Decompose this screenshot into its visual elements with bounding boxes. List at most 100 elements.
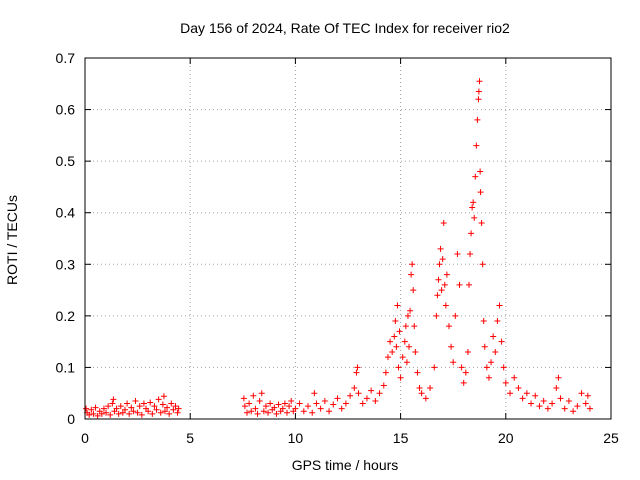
data-point: [241, 403, 248, 410]
data-point: [452, 312, 459, 319]
data-point: [174, 409, 181, 416]
data-point: [83, 405, 90, 412]
data-point: [574, 403, 581, 410]
data-point: [159, 401, 166, 408]
data-point: [445, 323, 452, 330]
data-point: [408, 271, 415, 278]
data-point: [475, 88, 482, 95]
data-point: [260, 408, 267, 415]
data-point: [582, 400, 589, 407]
data-point: [454, 250, 461, 257]
data-point: [90, 410, 97, 417]
data-point: [100, 405, 107, 412]
data-point: [435, 276, 442, 283]
data-point: [353, 369, 360, 376]
data-point: [401, 338, 408, 345]
y-axis-title: ROTI / TECUs: [4, 195, 20, 285]
y-tick-label: 0.4: [56, 205, 76, 221]
data-point: [465, 281, 472, 288]
data-point: [126, 410, 133, 417]
data-point: [433, 312, 440, 319]
data-point: [523, 390, 530, 397]
data-point: [149, 410, 156, 417]
x-tick-label: 15: [393, 430, 409, 446]
data-point: [397, 374, 404, 381]
y-tick-label: 0: [67, 411, 75, 427]
data-point: [441, 281, 448, 288]
data-point: [469, 204, 476, 211]
data-point: [464, 348, 471, 355]
data-point: [488, 359, 495, 366]
data-point: [439, 256, 446, 263]
data-point: [107, 411, 114, 418]
data-point: [157, 409, 164, 416]
data-point: [511, 374, 518, 381]
data-point: [262, 403, 269, 410]
data-point: [477, 189, 484, 196]
data-point: [480, 318, 487, 325]
data-point: [161, 408, 168, 415]
data-point: [164, 404, 171, 411]
data-point: [115, 410, 122, 417]
data-point: [372, 397, 379, 404]
data-point: [407, 307, 414, 314]
data-point: [265, 409, 272, 416]
data-point: [467, 250, 474, 257]
data-point: [584, 392, 591, 399]
data-point: [98, 410, 105, 417]
data-point: [422, 395, 429, 402]
data-point: [411, 323, 418, 330]
data-point: [440, 220, 447, 227]
data-point: [549, 400, 556, 407]
grid-lines: [85, 58, 611, 419]
data-point: [288, 397, 295, 404]
data-point: [458, 364, 465, 371]
data-point: [317, 405, 324, 412]
data-point: [553, 385, 560, 392]
data-point: [250, 392, 257, 399]
data-point: [442, 302, 449, 309]
data-point: [258, 390, 265, 397]
data-point: [86, 411, 93, 418]
data-point: [130, 408, 137, 415]
y-tick-label: 0.1: [56, 359, 76, 375]
data-point: [502, 379, 509, 386]
data-point: [145, 408, 152, 415]
data-point: [536, 403, 543, 410]
x-tick-label: 10: [288, 430, 304, 446]
data-point: [103, 409, 110, 416]
data-point: [175, 405, 182, 412]
data-point: [363, 395, 370, 402]
data-point: [477, 168, 484, 175]
data-point: [296, 400, 303, 407]
data-point: [483, 364, 490, 371]
y-tick-label: 0.6: [56, 102, 76, 118]
data-point: [281, 400, 288, 407]
data-point: [117, 403, 124, 410]
data-point: [427, 385, 434, 392]
data-point: [387, 338, 394, 345]
data-point: [170, 406, 177, 413]
data-point: [300, 408, 307, 415]
data-point: [313, 400, 320, 407]
y-tick-label: 0.5: [56, 153, 76, 169]
data-point: [391, 333, 398, 340]
data-point: [254, 410, 261, 417]
data-point: [414, 369, 421, 376]
data-point: [570, 408, 577, 415]
data-point: [147, 399, 154, 406]
data-point: [557, 395, 564, 402]
data-point: [132, 397, 139, 404]
data-point: [151, 403, 158, 410]
data-point: [565, 397, 572, 404]
data-point: [578, 390, 585, 397]
data-point: [342, 400, 349, 407]
y-tick-label: 0.2: [56, 308, 76, 324]
x-tick-label: 25: [603, 430, 619, 446]
data-point: [394, 302, 401, 309]
data-point: [240, 395, 247, 402]
data-point: [347, 392, 354, 399]
data-point: [468, 230, 475, 237]
data-point: [462, 369, 469, 376]
data-point: [160, 393, 167, 400]
